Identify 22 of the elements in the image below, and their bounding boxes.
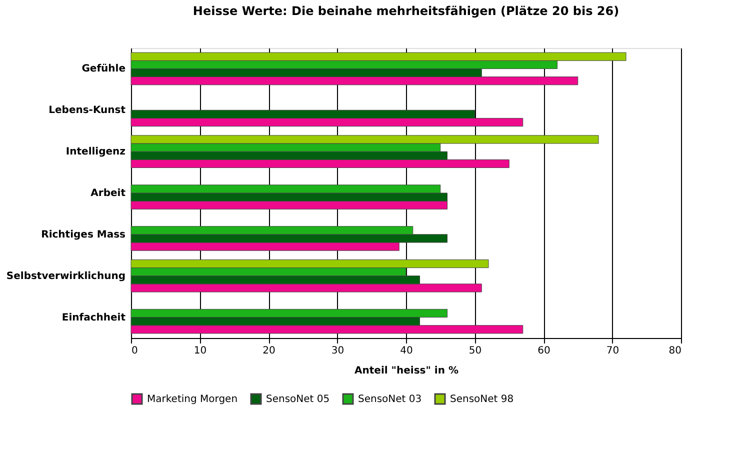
y-tick-label: Arbeit — [90, 188, 126, 199]
legend-label: SensoNet 05 — [266, 394, 330, 405]
y-tick-label: Selbstverwirklichung — [6, 270, 126, 282]
chart-title: Heisse Werte: Die beinahe mehrheitsfähigen (Plätze 20 bis 26) — [192, 4, 620, 18]
x-tick-label: 50 — [468, 346, 482, 356]
y-tick-label: Richtiges Mass — [41, 229, 126, 240]
x-tick-label: 20 — [262, 346, 276, 356]
x-axis-title: Anteil "heiss" in % — [354, 366, 458, 376]
x-tick-label: 70 — [606, 346, 620, 356]
y-tick-label: Lebens-Kunst — [48, 105, 126, 116]
x-tick-label: 80 — [668, 346, 682, 356]
x-tick-label: 40 — [400, 346, 413, 356]
x-tick-label: 0 — [132, 346, 138, 356]
x-tick-label: 60 — [538, 346, 550, 356]
x-tick-label: 30 — [331, 346, 344, 356]
legend-label: SensoNet 98 — [450, 394, 514, 405]
y-tick-label: Einfachheit — [62, 312, 126, 324]
legend-label: SensoNet 03 — [358, 394, 422, 405]
y-tick-label: Gefühle — [82, 64, 126, 75]
y-tick-label: Intelligenz — [66, 146, 126, 158]
x-tick-label: 10 — [194, 346, 207, 356]
legend-label: Marketing Morgen — [147, 394, 238, 405]
